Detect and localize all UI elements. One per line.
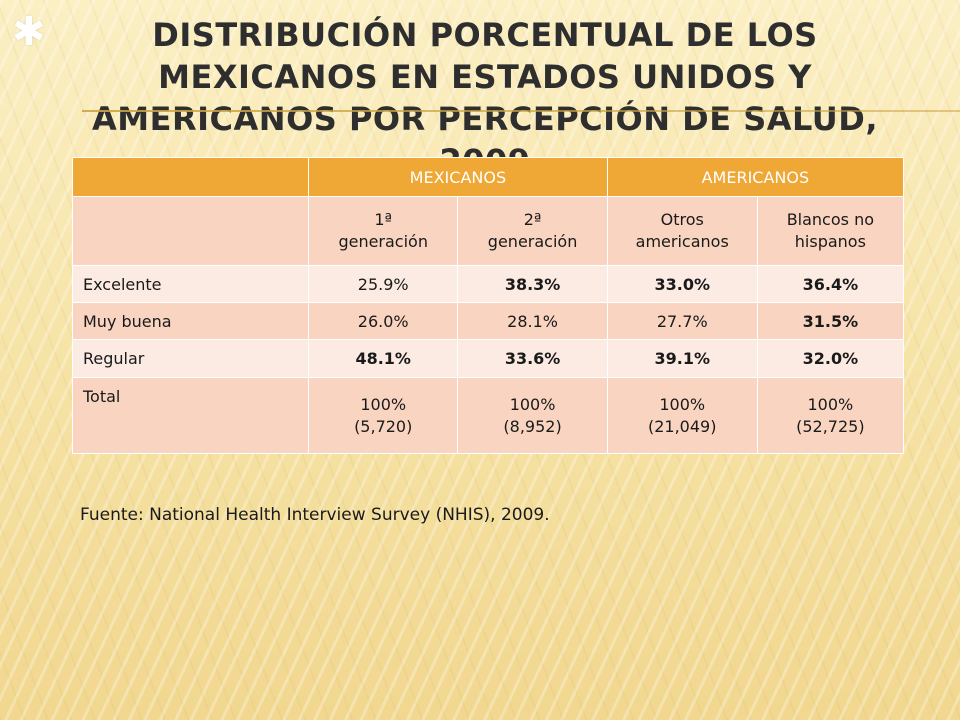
table-cell: 28.1% bbox=[457, 302, 608, 340]
table-row: Total 100% (5,720) 100% (8,952) 100% (21… bbox=[71, 377, 905, 454]
table-cell: 100% (21,049) bbox=[606, 377, 758, 454]
table-row: Excelente 25.9% 38.3% 33.0% 36.4% bbox=[71, 265, 905, 303]
total-count: (21,049) bbox=[647, 416, 717, 436]
table-cell: 100% (5,720) bbox=[308, 377, 459, 454]
table-subheader-row: 1ª generación 2ª generación Otros americ… bbox=[71, 196, 905, 266]
table-cell: 25.9% bbox=[308, 265, 459, 303]
header-americanos: AMERICANOS bbox=[606, 157, 905, 197]
table-cell: 32.0% bbox=[756, 339, 905, 378]
total-count: (52,725) bbox=[796, 416, 865, 436]
table-cell: 48.1% bbox=[308, 339, 459, 378]
total-percent: 100% bbox=[509, 394, 556, 414]
table-cell: 38.3% bbox=[457, 265, 608, 303]
health-perception-table: MEXICANOS AMERICANOS 1ª generación 2ª ge… bbox=[71, 157, 905, 454]
total-percent: 100% bbox=[360, 394, 407, 414]
total-percent: 100% bbox=[807, 394, 854, 414]
total-percent: 100% bbox=[659, 394, 706, 414]
header-mexicanos: MEXICANOS bbox=[308, 157, 608, 197]
table-row: Regular 48.1% 33.6% 39.1% 32.0% bbox=[71, 339, 905, 378]
subheader-line: 1ª bbox=[374, 210, 393, 229]
table-row: Muy buena 26.0% 28.1% 27.7% 31.5% bbox=[71, 302, 905, 340]
table-cell: 33.0% bbox=[606, 265, 758, 303]
subheader-otros-americanos: Otros americanos bbox=[606, 196, 758, 266]
title-divider bbox=[82, 110, 960, 112]
table-header-row: MEXICANOS AMERICANOS bbox=[71, 157, 905, 197]
subheader-blancos-no-hispanos: Blancos no hispanos bbox=[756, 196, 905, 266]
header-blank-cell bbox=[71, 157, 310, 197]
total-count: (8,952) bbox=[503, 416, 562, 436]
star-bullet-icon: ✱ bbox=[12, 9, 46, 55]
subheader-line: americanos bbox=[635, 232, 729, 251]
table-cell: 36.4% bbox=[756, 265, 905, 303]
subheader-segunda-generacion: 2ª generación bbox=[457, 196, 608, 266]
table-cell: 100% (52,725) bbox=[756, 377, 905, 454]
subheader-blank-cell bbox=[71, 196, 310, 266]
subheader-line: 2ª bbox=[523, 210, 542, 229]
table-cell: 31.5% bbox=[756, 302, 905, 340]
subheader-primera-generacion: 1ª generación bbox=[308, 196, 459, 266]
table-cell: 33.6% bbox=[457, 339, 608, 378]
slide-title: Distribución porcentual de los mexicanos… bbox=[92, 16, 878, 180]
subheader-line: Otros bbox=[660, 210, 704, 229]
row-label-total: Total bbox=[71, 377, 310, 454]
subheader-line: Blancos no bbox=[786, 210, 874, 229]
source-note: Fuente: National Health Interview Survey… bbox=[80, 505, 550, 525]
subheader-line: generación bbox=[338, 232, 428, 251]
table-cell: 27.7% bbox=[606, 302, 758, 340]
table-cell: 39.1% bbox=[606, 339, 758, 378]
row-label-muy-buena: Muy buena bbox=[71, 302, 310, 340]
subheader-line: generación bbox=[487, 232, 578, 251]
total-count: (5,720) bbox=[354, 416, 413, 436]
row-label-regular: Regular bbox=[71, 339, 310, 378]
row-label-excelente: Excelente bbox=[71, 265, 310, 303]
table-cell: 26.0% bbox=[308, 302, 459, 340]
subheader-line: hispanos bbox=[794, 232, 866, 251]
table-cell: 100% (8,952) bbox=[457, 377, 608, 454]
